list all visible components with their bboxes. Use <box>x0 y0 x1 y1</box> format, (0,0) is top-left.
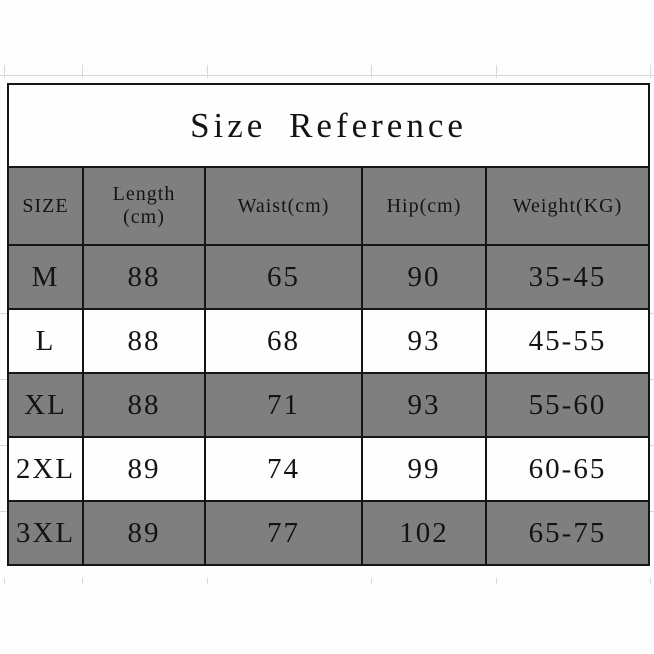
spreadsheet-gridline-tick <box>650 65 651 78</box>
column-header-label: SIZE <box>22 194 69 217</box>
weight-cell: 60-65 <box>484 436 651 502</box>
row-size-label: M <box>7 244 84 310</box>
column-header-length: Length (cm) <box>82 166 206 246</box>
hip-cell: 90 <box>361 244 487 310</box>
hip-cell: 93 <box>361 372 487 438</box>
row-size-label: XL <box>7 372 84 438</box>
spreadsheet-gridline-tick <box>0 511 7 512</box>
waist-cell: 77 <box>204 500 363 566</box>
spreadsheet-gridline-tick <box>648 445 654 446</box>
column-header-hip: Hip(cm) <box>361 166 487 246</box>
column-header-label-line2: (cm) <box>123 206 165 228</box>
weight-cell: 65-75 <box>484 500 651 566</box>
weight-cell: 55-60 <box>484 372 651 438</box>
spreadsheet-gridline-tick <box>82 578 83 584</box>
column-header-label: Length <box>112 183 176 205</box>
spreadsheet-gridline-tick <box>648 379 654 380</box>
spreadsheet-gridline-tick <box>648 511 654 512</box>
table-row-xl: XL 88 71 93 55-60 <box>7 372 651 438</box>
length-cell: 88 <box>82 244 206 310</box>
spreadsheet-gridline-tick <box>496 578 497 584</box>
hip-cell: 93 <box>361 308 487 374</box>
column-header-weight: Weight(KG) <box>484 166 651 246</box>
spreadsheet-gridline-tick <box>0 445 7 446</box>
spreadsheet-gridline-tick <box>648 313 654 314</box>
spreadsheet-gridline-tick <box>4 65 5 78</box>
column-header-size: SIZE <box>7 166 84 246</box>
spreadsheet-gridline-tick <box>4 578 5 584</box>
spreadsheet-gridline-tick <box>207 65 208 78</box>
spreadsheet-gridline-tick <box>82 65 83 78</box>
waist-cell: 65 <box>204 244 363 310</box>
table-row-3xl: 3XL 89 77 102 65-75 <box>7 500 651 566</box>
column-header-label: Weight(KG) <box>512 194 623 217</box>
weight-cell: 45-55 <box>484 308 651 374</box>
row-size-label: 3XL <box>7 500 84 566</box>
column-header-label: Waist(cm) <box>237 194 330 217</box>
row-size-label: L <box>7 308 84 374</box>
table-row-m: M 88 65 90 35-45 <box>7 244 651 310</box>
spreadsheet-gridline-tick <box>207 578 208 584</box>
title-row: Size Reference <box>6 83 651 168</box>
spreadsheet-gridline-horizontal <box>0 75 654 76</box>
column-header-label: Hip(cm) <box>386 194 462 217</box>
spreadsheet-gridline-tick <box>0 379 7 380</box>
header-row: SIZE Length (cm) Waist(cm) Hip(cm) Weigh… <box>7 166 651 246</box>
column-header-waist: Waist(cm) <box>204 166 363 246</box>
length-cell: 88 <box>82 308 206 374</box>
row-size-label: 2XL <box>7 436 84 502</box>
spreadsheet-gridline-tick <box>371 65 372 78</box>
spreadsheet-gridline-tick <box>0 313 7 314</box>
hip-cell: 99 <box>361 436 487 502</box>
waist-cell: 71 <box>204 372 363 438</box>
table-title: Size Reference <box>6 83 651 168</box>
size-reference-table: Size Reference SIZE Length (cm) Waist(cm… <box>6 83 651 566</box>
spreadsheet-gridline-tick <box>371 578 372 584</box>
waist-cell: 68 <box>204 308 363 374</box>
length-cell: 88 <box>82 372 206 438</box>
spreadsheet-gridline-tick <box>650 578 651 584</box>
length-cell: 89 <box>82 436 206 502</box>
weight-cell: 35-45 <box>484 244 651 310</box>
hip-cell: 102 <box>361 500 487 566</box>
length-cell: 89 <box>82 500 206 566</box>
spreadsheet-gridline-tick <box>496 65 497 78</box>
table-row-l: L 88 68 93 45-55 <box>7 308 651 374</box>
waist-cell: 74 <box>204 436 363 502</box>
table-row-2xl: 2XL 89 74 99 60-65 <box>7 436 651 502</box>
